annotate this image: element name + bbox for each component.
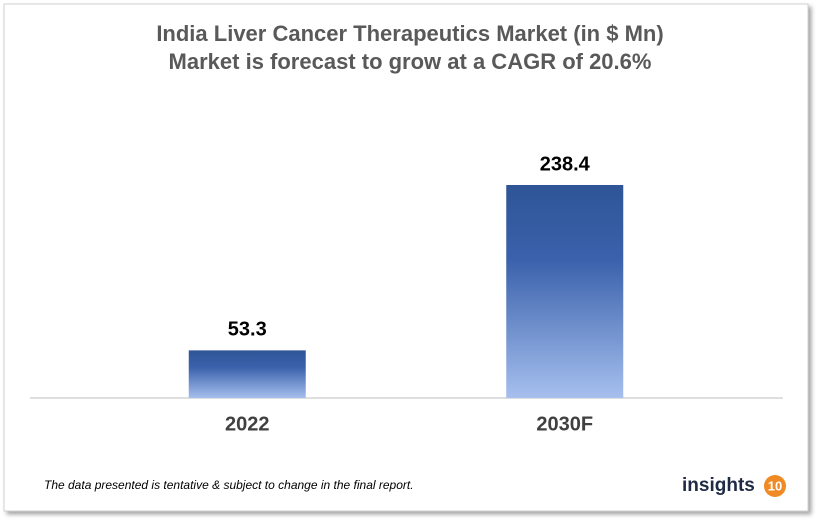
data-label: 238.4 — [540, 153, 591, 175]
x-tick-label: 2030F — [536, 413, 593, 435]
logo-text: insights — [682, 475, 755, 496]
chart-subtitle: Market is forecast to grow at a CAGR of … — [169, 49, 652, 74]
x-tick-label: 2022 — [225, 413, 270, 435]
chart-title: India Liver Cancer Therapeutics Market (… — [156, 21, 663, 46]
data-label: 53.3 — [228, 319, 267, 341]
logo-badge-text: 10 — [768, 478, 782, 493]
footnote: The data presented is tentative & subjec… — [44, 478, 414, 492]
bar — [188, 350, 306, 398]
logo-badge — [764, 475, 786, 497]
bar — [506, 185, 624, 398]
frame — [3, 3, 809, 512]
